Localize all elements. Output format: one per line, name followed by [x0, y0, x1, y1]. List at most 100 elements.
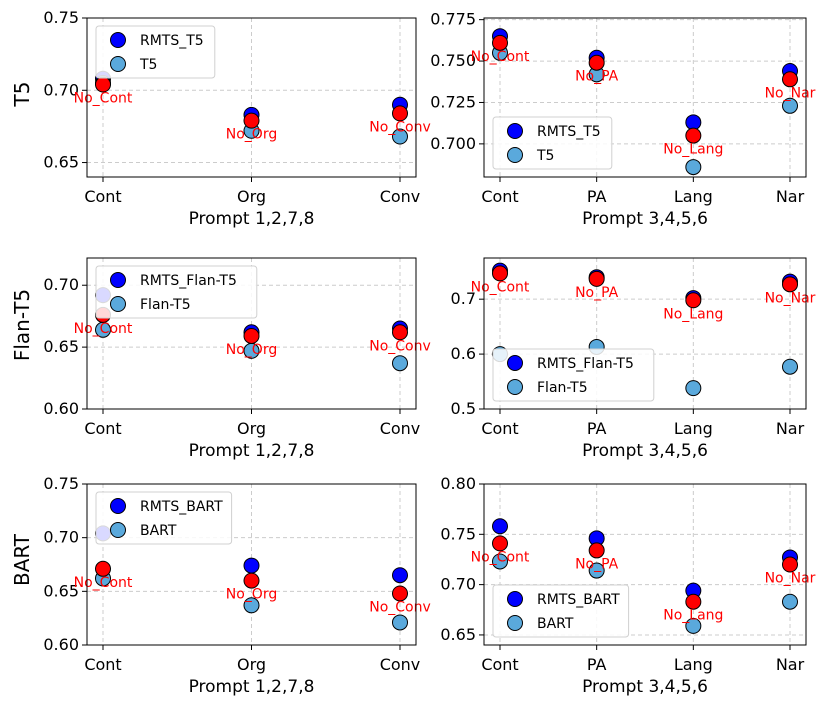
annotation-label: No_Cont [471, 279, 530, 295]
base-point [685, 159, 702, 176]
legend-marker-base [507, 615, 523, 631]
annotation-label: No_Lang [663, 608, 723, 624]
x-axis-label: Prompt 1,2,7,8 [189, 209, 315, 229]
y-tick-label: 0.725 [430, 92, 476, 111]
ablation-point [392, 324, 408, 341]
row-label-flan-t5: Flan-T5 [10, 289, 34, 361]
y-tick-label: 0.65 [43, 581, 79, 600]
row-labels: T5 Flan-T5 BART [10, 82, 34, 587]
x-tick-label: Nar [776, 655, 805, 674]
legend-label: T5 [139, 57, 157, 73]
legend-label: Flan-T5 [140, 297, 191, 313]
row-label-bart: BART [10, 533, 34, 586]
annotation-label: No_PA [575, 285, 619, 301]
axes-frame [483, 257, 807, 410]
ablation-point [782, 276, 798, 293]
legend-marker-base [507, 379, 523, 395]
y-tick-label: 0.775 [430, 10, 476, 29]
annotation-label: No_Nar [765, 571, 816, 587]
ablation-point [95, 560, 111, 577]
base-point [782, 358, 798, 375]
legend-label: Flan-T5 [537, 380, 588, 396]
rmts-point [243, 557, 260, 574]
legend-label: RMTS_Flan-T5 [140, 273, 237, 289]
base-point [392, 355, 408, 372]
ablation-point [588, 270, 605, 287]
y-tick-label: 0.7 [451, 289, 476, 308]
x-tick-label: Conv [380, 655, 421, 674]
y-tick-label: 0.65 [43, 153, 79, 172]
legend-label: BART [140, 523, 177, 539]
annotation-label: No_Org [226, 587, 277, 603]
legend-label: RMTS_BART [140, 499, 223, 515]
x-tick-label: PA [587, 655, 607, 674]
x-axis-label: Prompt 3,4,5,6 [582, 677, 708, 697]
legend-marker-base [110, 522, 126, 538]
legend-label: RMTS_BART [537, 592, 620, 608]
ablation-point [782, 556, 798, 573]
annotation-label: No_Nar [765, 290, 816, 306]
ablation-point [492, 34, 508, 51]
x-axis-label: Prompt 1,2,7,8 [189, 677, 315, 697]
legend-marker-rmts [110, 498, 126, 514]
x-axis-label: Prompt 1,2,7,8 [189, 441, 315, 461]
legend-marker-rmts [110, 272, 126, 288]
legend-marker-rmts [110, 32, 126, 48]
base-point [243, 597, 260, 614]
legend-marker-rmts [507, 355, 523, 371]
panels: 0.65 0.70 0.75 Cont Org Conv Prompt 1,2,7,8 No_… [43, 8, 815, 697]
y-tick-label: 0.60 [43, 399, 79, 418]
ablation-point [392, 105, 408, 122]
x-tick-label: Conv [380, 419, 421, 438]
x-tick-label: Lang [674, 655, 713, 674]
x-axis-label: Prompt 3,4,5,6 [582, 209, 708, 229]
annotation-label: No_Org [226, 127, 277, 143]
ablation-point [492, 535, 508, 552]
ablation-point [588, 54, 605, 71]
base-point [782, 593, 798, 610]
ablation-point [243, 572, 260, 589]
x-tick-label: Cont [481, 419, 518, 438]
y-tick-label: 0.5 [451, 399, 476, 418]
chart-panel-4: 0.60 0.65 0.70 0.75 Cont Org Conv Prompt 1,2,7,… [43, 474, 430, 697]
chart-panel-5: 0.65 0.70 0.75 0.80 Cont PA Lang Nar Prompt 3,4,… [440, 474, 815, 697]
axes-frame [483, 17, 807, 178]
x-tick-label: Lang [674, 187, 713, 206]
y-tick-label: 0.65 [43, 337, 79, 356]
legend-label: RMTS_T5 [537, 124, 601, 140]
chart-panel-0: 0.65 0.70 0.75 Cont Org Conv Prompt 1,2,7,8 No_… [43, 8, 430, 229]
annotation-label: No_PA [575, 556, 619, 572]
base-point [492, 553, 508, 570]
ablation-point [243, 327, 260, 344]
annotation-label: No_Org [226, 342, 277, 358]
y-tick-label: 0.70 [43, 275, 79, 294]
x-tick-label: PA [587, 187, 607, 206]
annotation-label: No_Lang [663, 306, 723, 322]
legend-label: RMTS_Flan-T5 [537, 356, 634, 372]
legend-marker-base [507, 147, 523, 163]
chart-panel-2: 0.60 0.65 0.70 Cont Org Conv Prompt 1,2,7,8 No_… [43, 257, 431, 461]
x-tick-label: Cont [84, 187, 121, 206]
annotation-label: No_Lang [663, 142, 723, 158]
x-tick-label: Nar [776, 419, 805, 438]
base-point [685, 617, 702, 634]
legend-marker-rmts [507, 123, 523, 139]
chart-panel-3: 0.5 0.6 0.7 Cont PA Lang Nar Prompt 3,4,5,6 No_C… [451, 257, 816, 461]
annotation-label: No_Conv [369, 599, 431, 615]
y-tick-label: 0.6 [451, 344, 476, 363]
base-point [782, 97, 798, 114]
x-tick-label: Org [237, 187, 266, 206]
axes-frame [86, 17, 417, 178]
annotation-label: No_Cont [74, 90, 133, 106]
x-tick-label: Org [237, 419, 266, 438]
legend-marker-base [110, 296, 126, 312]
annotation-label: No_Nar [765, 85, 816, 101]
y-tick-label: 0.70 [43, 528, 79, 547]
base-point [685, 380, 702, 397]
rmts-point [492, 518, 508, 535]
chart-panel-1: 0.700 0.725 0.750 0.775 Cont PA Lang Nar Prompt … [430, 10, 815, 229]
y-tick-label: 0.75 [440, 524, 476, 543]
ablation-point [685, 127, 702, 144]
y-tick-label: 0.80 [440, 474, 476, 493]
ablation-point [685, 292, 702, 309]
